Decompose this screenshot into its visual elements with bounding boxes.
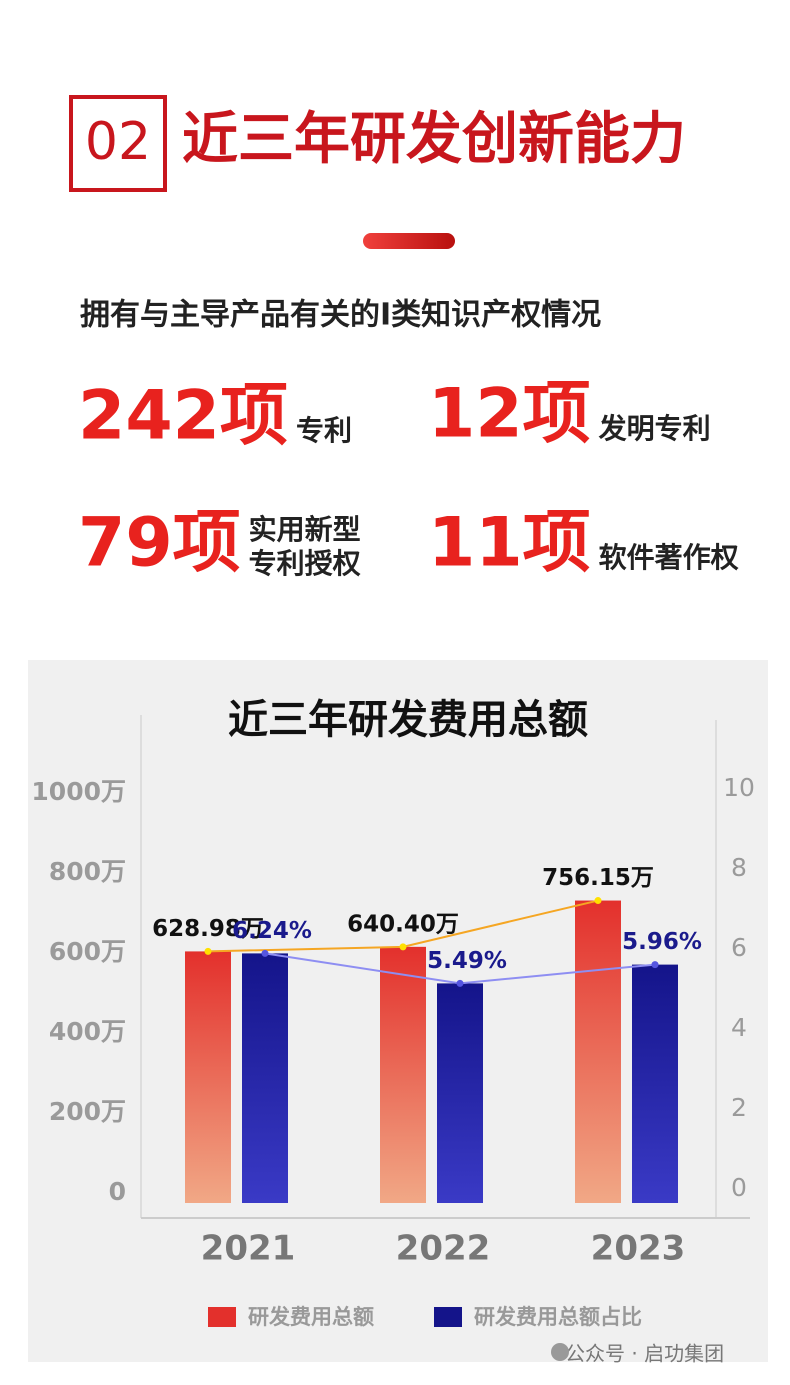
legend-label: 研发费用总额占比 — [474, 1305, 642, 1329]
stat-number: 11项 — [428, 504, 591, 583]
y-tick-label: 400万 — [49, 1017, 126, 1046]
y2-tick-label: 4 — [731, 1013, 747, 1042]
y2-tick-label: 10 — [723, 773, 755, 802]
y-tick-label: 600万 — [49, 937, 126, 966]
legend-label: 研发费用总额 — [248, 1305, 374, 1329]
divider — [363, 233, 455, 249]
bar — [575, 900, 621, 1203]
point — [399, 943, 407, 951]
legend-swatch — [434, 1307, 462, 1327]
value-label: 6.24% — [232, 918, 312, 944]
stat-label: 软件著作权 — [599, 541, 739, 574]
section-number: 02 — [85, 112, 151, 172]
bar — [437, 983, 483, 1203]
value-label: 5.49% — [427, 948, 507, 974]
point — [456, 979, 464, 987]
wechat-icon — [551, 1343, 569, 1361]
point — [261, 949, 269, 957]
point — [651, 961, 659, 969]
value-label: 628.98万 — [152, 916, 264, 942]
chart-title: 近三年研发费用总额 — [228, 697, 588, 743]
stat-label: 专利 — [296, 414, 352, 447]
subtitle: 拥有与主导产品有关的I类知识产权情况 — [80, 298, 601, 333]
legend-swatch — [208, 1307, 236, 1327]
stat-label: 实用新型 — [249, 513, 361, 546]
stat-number: 12项 — [428, 375, 591, 454]
stat-label: 发明专利 — [598, 412, 711, 445]
y2-tick-label: 6 — [731, 933, 747, 962]
bar — [242, 953, 288, 1203]
x-tick-label: 2022 — [396, 1229, 491, 1269]
point — [594, 897, 602, 905]
value-label: 756.15万 — [542, 865, 654, 891]
section-title: 近三年研发创新能力 — [182, 107, 686, 172]
point — [204, 947, 212, 955]
y-tick-label: 800万 — [49, 857, 126, 886]
x-tick-label: 2023 — [591, 1229, 686, 1269]
stat-label: 专利授权 — [249, 547, 361, 580]
y2-tick-label: 8 — [731, 853, 747, 882]
bar — [380, 946, 426, 1203]
y-tick-label: 1000万 — [31, 777, 126, 806]
bar — [185, 951, 231, 1203]
y2-tick-label: 2 — [731, 1093, 747, 1122]
stat-number: 79项 — [78, 504, 241, 583]
y-tick-label: 0 — [109, 1177, 126, 1206]
y-tick-label: 200万 — [49, 1097, 126, 1126]
footer: 公众号 · 启功集团 — [565, 1342, 724, 1366]
bar — [632, 964, 678, 1203]
number-box — [69, 95, 167, 192]
x-tick-label: 2021 — [201, 1229, 296, 1269]
y2-tick-label: 0 — [731, 1173, 747, 1202]
stat-number: 242项 — [78, 377, 288, 456]
value-label: 640.40万 — [347, 911, 459, 937]
value-label: 5.96% — [622, 929, 702, 955]
